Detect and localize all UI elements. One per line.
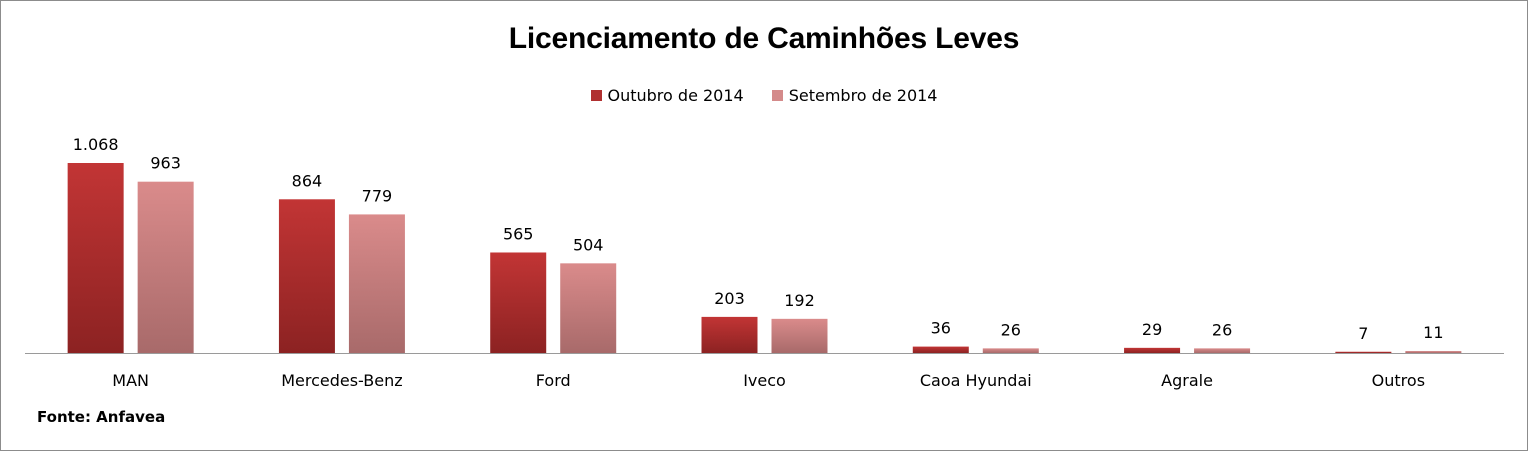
bar-setembro-6 xyxy=(1405,351,1462,353)
data-label-outubro-1: 864 xyxy=(292,171,323,190)
bar-setembro-3 xyxy=(771,318,828,353)
legend: Outubro de 2014 Setembro de 2014 xyxy=(0,86,1528,105)
x-tick-label-1: Mercedes-Benz xyxy=(281,371,402,390)
bar-setembro-2 xyxy=(560,263,617,353)
data-label-outubro-3: 203 xyxy=(714,289,745,308)
legend-item-setembro: Setembro de 2014 xyxy=(771,86,938,105)
bar-outubro-5 xyxy=(1124,347,1181,353)
x-tick-label-0: MAN xyxy=(112,371,149,390)
bar-setembro-4 xyxy=(982,348,1039,353)
legend-swatch-setembro xyxy=(771,90,783,101)
data-label-setembro-2: 504 xyxy=(573,235,604,254)
bar-setembro-0 xyxy=(137,181,194,353)
legend-swatch-outubro xyxy=(590,90,602,101)
legend-item-outubro: Outubro de 2014 xyxy=(590,86,744,105)
bar-setembro-1 xyxy=(348,214,405,353)
data-label-setembro-0: 963 xyxy=(150,154,181,173)
source-note: Fonte: Anfavea xyxy=(37,408,166,426)
x-tick-label-2: Ford xyxy=(536,371,571,390)
chart-title: Licenciamento de Caminhões Leves xyxy=(508,22,1020,55)
data-label-setembro-4: 26 xyxy=(1001,320,1021,339)
bar-outubro-0 xyxy=(67,163,124,353)
data-label-outubro-4: 36 xyxy=(931,319,951,338)
data-label-setembro-1: 779 xyxy=(362,186,393,205)
x-tick-label-5: Agrale xyxy=(1161,371,1213,390)
bar-outubro-6 xyxy=(1335,351,1392,353)
x-tick-label-4: Caoa Hyundai xyxy=(920,371,1032,390)
data-label-setembro-6: 11 xyxy=(1423,323,1443,342)
bar-setembro-5 xyxy=(1194,348,1251,353)
bar-outubro-1 xyxy=(278,199,335,353)
x-tick-label-3: Iveco xyxy=(743,371,786,390)
data-label-outubro-0: 1.068 xyxy=(73,135,119,154)
data-label-outubro-5: 29 xyxy=(1142,320,1162,339)
legend-label-outubro: Outubro de 2014 xyxy=(607,86,744,105)
bar-outubro-2 xyxy=(490,252,547,353)
data-label-setembro-3: 192 xyxy=(784,291,815,310)
legend-label-setembro: Setembro de 2014 xyxy=(788,86,938,105)
data-label-setembro-5: 26 xyxy=(1212,320,1232,339)
data-label-outubro-6: 7 xyxy=(1358,324,1368,343)
bar-outubro-3 xyxy=(701,316,758,353)
x-tick-label-6: Outros xyxy=(1372,371,1425,390)
data-label-outubro-2: 565 xyxy=(503,224,534,243)
bar-outubro-4 xyxy=(912,346,969,353)
